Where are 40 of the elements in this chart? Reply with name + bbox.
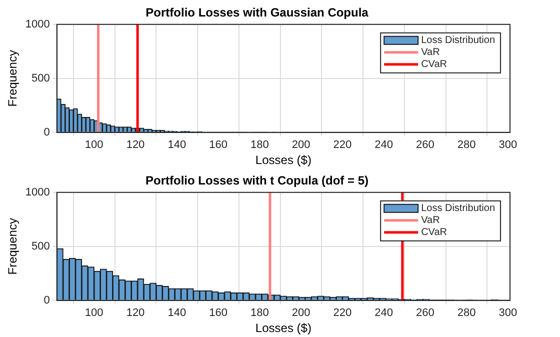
legend-label: Loss Distribution (421, 203, 495, 214)
y-tick-label: 500 (32, 72, 50, 84)
x-tick-label: 300 (498, 307, 518, 320)
x-tick-label: 140 (168, 139, 186, 152)
x-tick-label: 220 (333, 307, 352, 320)
x-tick-label: 220 (333, 139, 352, 152)
x-tick-label: 160 (209, 139, 228, 152)
legend-label: Loss Distribution (421, 35, 495, 46)
legend-label: CVaR (421, 59, 448, 70)
x-tick-label: 280 (457, 139, 476, 152)
x-tick-label: 280 (457, 307, 476, 320)
legend-label: VaR (421, 215, 440, 226)
x-tick-label: 140 (168, 307, 186, 320)
y-tick-label: 500 (32, 240, 50, 252)
y-tick-label: 1000 (25, 186, 50, 198)
chart-title: Portfolio Losses with Gaussian Copula (146, 6, 369, 20)
y-axis-title: Frequency (6, 50, 20, 107)
x-tick-label: 240 (374, 139, 393, 152)
x-tick-label: 120 (126, 139, 145, 152)
x-tick-label: 200 (292, 139, 310, 152)
x-axis-title: Losses ($) (255, 321, 312, 336)
x-tick-label: 100 (84, 307, 104, 320)
y-tick-label: 1000 (25, 18, 50, 30)
x-tick-label: 200 (292, 307, 310, 320)
x-axis-title: Losses ($) (255, 153, 312, 168)
x-tick-label: 300 (498, 139, 518, 152)
legend-label: CVaR (421, 227, 448, 238)
x-tick-label: 240 (374, 307, 393, 320)
y-axis-title: Frequency (6, 218, 20, 275)
x-tick-label: 180 (250, 307, 269, 320)
legend-label: VaR (421, 47, 440, 58)
chart-title: Portfolio Losses with t Copula (dof = 5) (145, 174, 369, 188)
x-tick-label: 180 (250, 139, 269, 152)
x-tick-label: 160 (209, 307, 228, 320)
y-tick-label: 0 (44, 126, 50, 138)
x-tick-label: 100 (84, 139, 104, 152)
y-tick-label: 0 (44, 294, 50, 306)
x-tick-label: 260 (416, 307, 434, 320)
x-tick-label: 120 (126, 307, 145, 320)
x-tick-label: 260 (416, 139, 434, 152)
